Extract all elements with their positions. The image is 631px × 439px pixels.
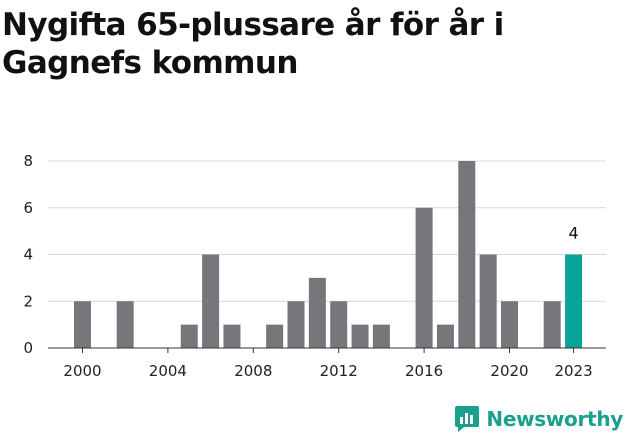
bar — [479, 254, 497, 348]
y-tick-label: 4 — [23, 246, 33, 264]
bar — [372, 324, 390, 348]
x-tick-label: 2000 — [63, 362, 101, 380]
brand-name: Newsworthy — [486, 407, 623, 431]
brand-logo: Newsworthy — [454, 405, 623, 433]
bar — [202, 254, 220, 348]
y-tick-label: 0 — [23, 339, 33, 357]
bar — [223, 324, 241, 348]
bar — [74, 301, 91, 348]
x-tick-label: 2008 — [234, 362, 272, 380]
bar — [180, 324, 198, 348]
bar — [287, 301, 305, 348]
bar — [415, 207, 433, 348]
x-tick-label: 2016 — [405, 362, 443, 380]
chart-title: Nygifta 65-plussare år för år i Gagnefs … — [2, 7, 504, 81]
x-tick-label: 2020 — [490, 362, 528, 380]
x-tick-label: 2023 — [554, 362, 592, 380]
bar — [501, 301, 518, 348]
y-tick-label: 8 — [23, 152, 33, 170]
bar — [543, 301, 561, 348]
x-tick-label: 2012 — [320, 362, 358, 380]
bar — [330, 301, 348, 348]
data-label: 4 — [568, 224, 578, 243]
bar — [436, 324, 454, 348]
bar — [116, 301, 134, 348]
bar — [266, 324, 284, 348]
y-tick-label: 6 — [23, 199, 33, 217]
bar — [565, 254, 583, 348]
y-tick-label: 2 — [23, 292, 33, 310]
bar — [308, 277, 326, 348]
bar — [351, 324, 369, 348]
x-tick-label: 2004 — [149, 362, 187, 380]
newsworthy-logo-icon — [455, 406, 480, 432]
bar — [458, 161, 476, 348]
